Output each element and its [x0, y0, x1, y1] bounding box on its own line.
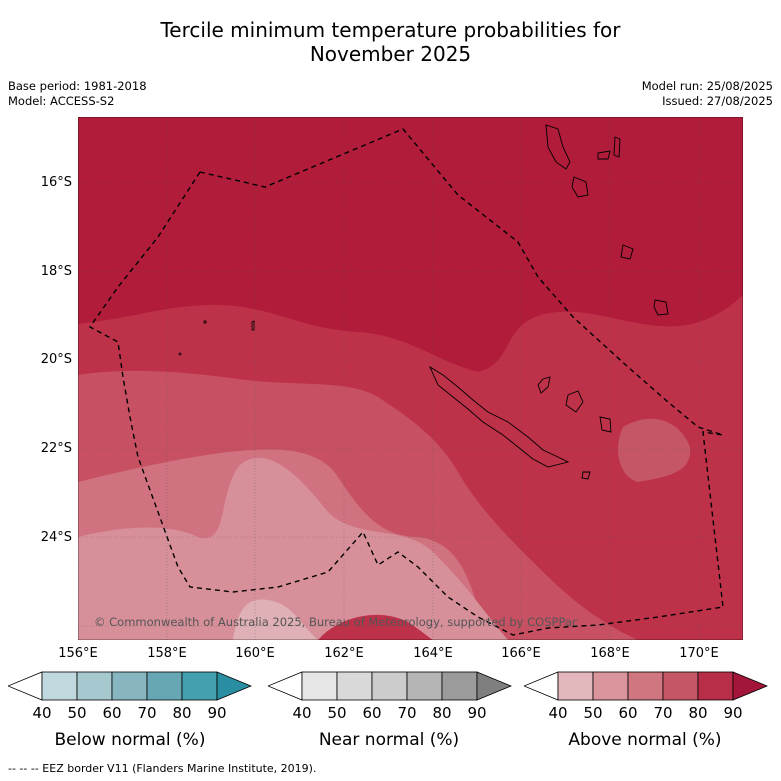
islet-2	[178, 352, 182, 356]
above-swatch-2	[592, 671, 629, 701]
lat-label-24s: 24°S	[40, 530, 72, 545]
below-swatch-6	[216, 671, 252, 701]
below-swatch-4	[146, 671, 183, 701]
prob-patch-se-70	[618, 418, 691, 482]
above-tick-80: 80	[688, 704, 708, 722]
below-normal-title: Below normal (%)	[54, 730, 206, 750]
vanuatu-tanna	[653, 299, 669, 316]
islet-1	[203, 320, 207, 324]
near-swatch-1	[301, 671, 338, 701]
eez-border-new-caledonia	[88, 128, 724, 636]
lat-label-18s: 18°S	[40, 264, 72, 279]
below-swatch-1	[41, 671, 78, 701]
meta-left: Base period: 1981-2018 Model: ACCESS-S2	[8, 79, 147, 109]
near-tick-90: 90	[467, 704, 487, 722]
lon-label-166e: 166°E	[501, 646, 541, 661]
near-normal-title: Near normal (%)	[318, 730, 460, 750]
vanuatu-efate	[620, 244, 634, 260]
vanuatu-espiritu-santo	[545, 124, 571, 170]
above-swatch-0	[524, 671, 559, 701]
below-tick-40: 40	[32, 704, 52, 722]
below-swatch-2	[76, 671, 113, 701]
model-run: Model run: 25/08/2025	[641, 79, 773, 93]
title-line-1: Tercile minimum temperature probabilitie…	[160, 18, 621, 42]
lat-label-22s: 22°S	[40, 441, 72, 456]
near-swatch-3	[371, 671, 408, 701]
near-tick-70: 70	[397, 704, 417, 722]
lon-label-170e: 170°E	[679, 646, 719, 661]
above-tick-50: 50	[583, 704, 603, 722]
copyright-notice: © Commonwealth of Australia 2025, Bureau…	[94, 615, 578, 629]
below-swatch-5	[181, 671, 218, 701]
below-swatch-3	[111, 671, 148, 701]
isle-of-pines	[581, 471, 591, 480]
near-tick-40: 40	[292, 704, 312, 722]
above-swatch-3	[627, 671, 664, 701]
vanuatu-malekula	[571, 176, 589, 198]
model-name: Model: ACCESS-S2	[8, 94, 115, 108]
eez-footnote: -- -- -- EEZ border V11 (Flanders Marine…	[8, 762, 317, 775]
prob-patch-s-80	[318, 614, 433, 640]
prob-band-40	[233, 599, 318, 640]
issued-date: Issued: 27/08/2025	[662, 94, 773, 108]
title-line-2: November 2025	[309, 42, 472, 66]
above-tick-40: 40	[548, 704, 568, 722]
near-swatch-6	[476, 671, 512, 701]
lon-label-164e: 164°E	[413, 646, 453, 661]
near-tick-60: 60	[362, 704, 382, 722]
near-swatch-2	[336, 671, 373, 701]
lon-label-168e: 168°E	[590, 646, 630, 661]
vanuatu-northern-islands	[597, 136, 621, 160]
below-tick-80: 80	[172, 704, 192, 722]
chart-title: Tercile minimum temperature probabilitie…	[0, 18, 781, 66]
above-swatch-1	[557, 671, 594, 701]
prob-band-50	[78, 457, 508, 640]
above-swatch-6	[732, 671, 768, 701]
lat-label-20s: 20°S	[40, 352, 72, 367]
new-caledonia-island	[428, 365, 570, 468]
below-tick-90: 90	[207, 704, 227, 722]
above-tick-90: 90	[723, 704, 743, 722]
base-period: Base period: 1981-2018	[8, 79, 147, 93]
below-swatch-0	[8, 671, 43, 701]
near-tick-80: 80	[432, 704, 452, 722]
below-tick-70: 70	[137, 704, 157, 722]
above-swatch-4	[662, 671, 699, 701]
above-tick-70: 70	[653, 704, 673, 722]
near-swatch-5	[441, 671, 478, 701]
above-swatch-5	[697, 671, 734, 701]
near-swatch-0	[268, 671, 303, 701]
loyalty-island-2	[565, 390, 584, 413]
lat-label-16s: 16°S	[40, 175, 72, 190]
lon-label-158e: 158°E	[147, 646, 187, 661]
islet-3	[251, 320, 255, 331]
above-normal-colorbar	[524, 671, 768, 701]
near-tick-50: 50	[327, 704, 347, 722]
graticule	[78, 117, 743, 640]
lon-label-162e: 162°E	[324, 646, 364, 661]
loyalty-island-1	[537, 376, 551, 394]
above-tick-60: 60	[618, 704, 638, 722]
near-normal-colorbar	[268, 671, 512, 701]
near-swatch-4	[406, 671, 443, 701]
probability-map[interactable]: © Commonwealth of Australia 2025, Bureau…	[78, 117, 743, 640]
loyalty-island-3	[599, 416, 612, 433]
below-normal-colorbar	[8, 671, 252, 701]
lon-label-160e: 160°E	[235, 646, 275, 661]
meta-right: Model run: 25/08/2025 Issued: 27/08/2025	[642, 79, 773, 109]
lon-label-156e: 156°E	[58, 646, 98, 661]
above-normal-title: Above normal (%)	[568, 730, 722, 750]
below-tick-50: 50	[67, 704, 87, 722]
below-tick-60: 60	[102, 704, 122, 722]
